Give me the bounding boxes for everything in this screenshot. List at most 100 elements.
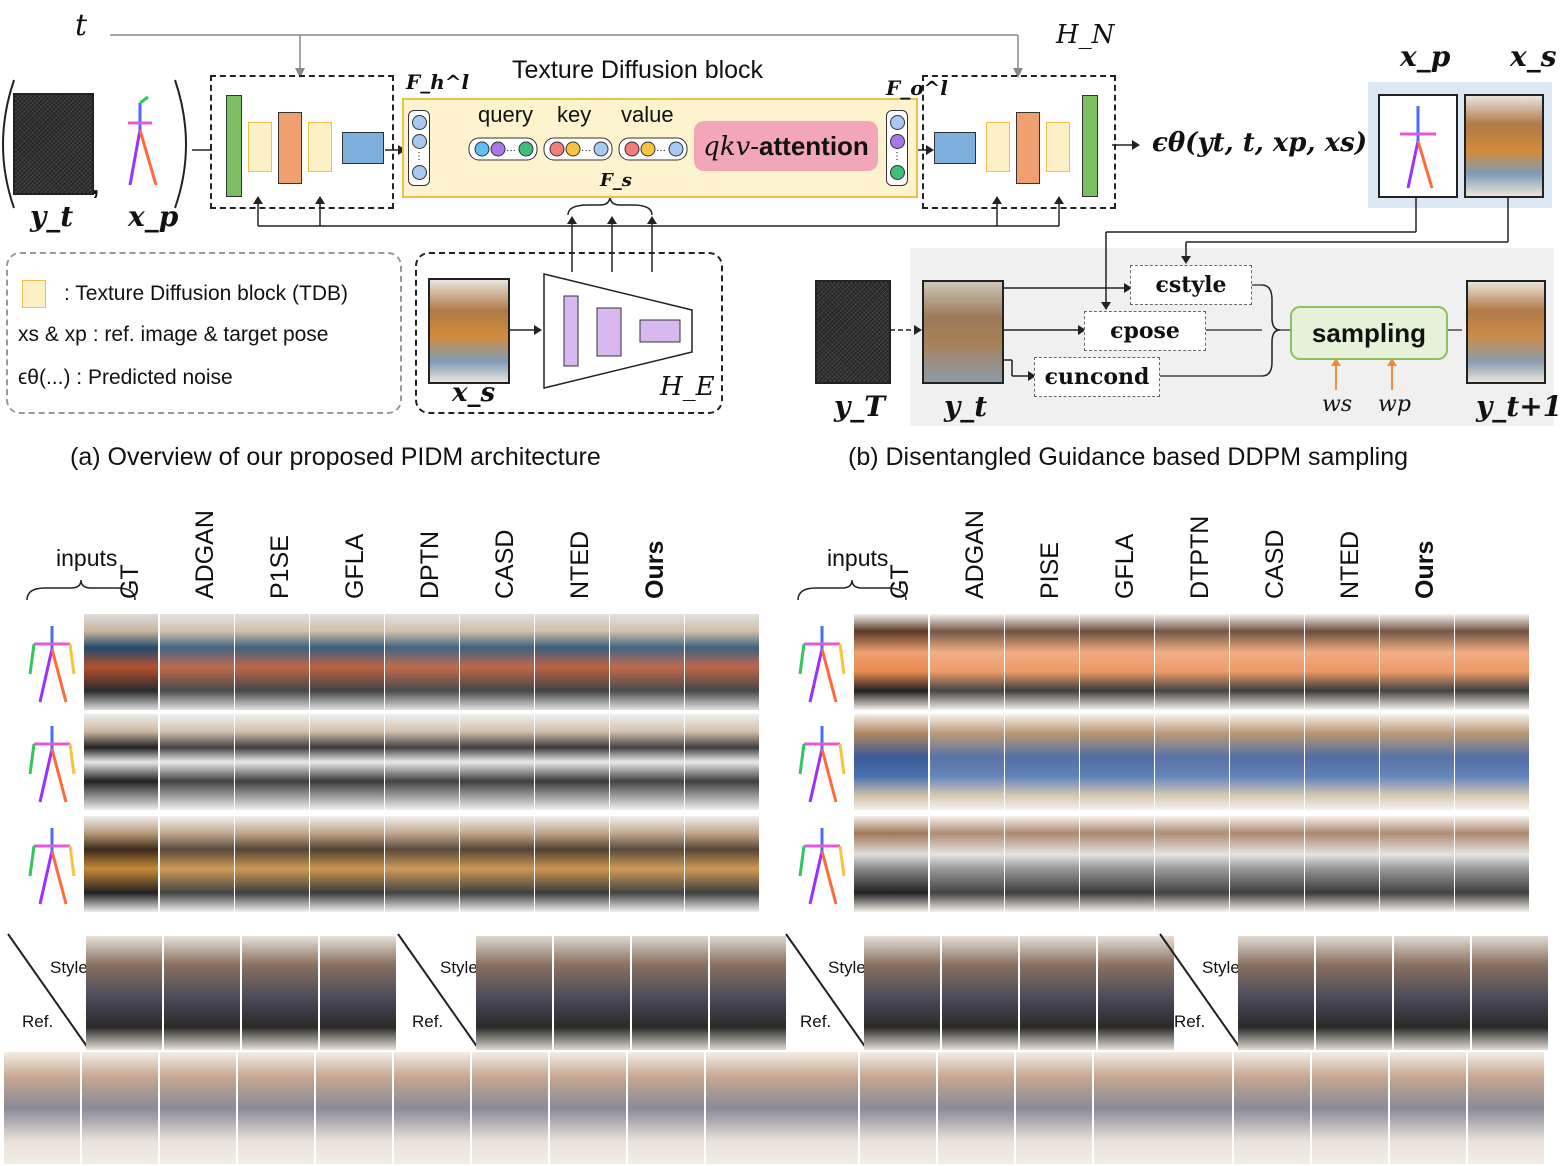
result-image-casd [1305, 614, 1379, 710]
style-label: Style [50, 958, 88, 977]
result-image-casd [535, 614, 609, 710]
column-header-ours: Ours [1411, 540, 1439, 599]
transfer-result-image [1156, 1052, 1232, 1164]
result-image-casd [1305, 816, 1379, 912]
result-image-gfla [1155, 614, 1229, 710]
result-image-ours [685, 614, 759, 710]
style-ref-corner: Style Ref. [1156, 932, 1242, 1050]
qkv-token-rows: ··· ··· ··· [468, 137, 688, 161]
result-image-dptn [460, 816, 534, 912]
tdb-bar-4 [1046, 122, 1070, 172]
column-header-adgan: ADGAN [191, 510, 219, 599]
svg-text:···: ··· [656, 145, 666, 156]
blue-bar-right [934, 132, 976, 164]
result-image-dptn [460, 614, 534, 710]
style-image [942, 936, 1018, 1050]
he-label: H_E [660, 372, 715, 402]
transfer-result-image [1234, 1052, 1310, 1164]
ws-label: ws [1322, 392, 1353, 417]
key-label: key [557, 102, 592, 127]
style-image [86, 936, 162, 1050]
result-image-gt [930, 714, 1004, 810]
query-label: query [478, 102, 534, 127]
style-image [1464, 94, 1544, 198]
blue-bar [342, 132, 384, 164]
fh-label: F_h^l [406, 70, 470, 94]
result-image-gfla [385, 816, 459, 912]
eps-pose-box: ϵpose [1084, 311, 1206, 351]
xp-label-b: x_p [1400, 40, 1451, 73]
result-image-ours [1455, 714, 1529, 810]
result-image-casd [535, 816, 609, 912]
orange-bar-right [1016, 112, 1040, 184]
ref-label: Ref. [22, 1012, 54, 1031]
yt-label: y_t [30, 200, 74, 233]
source-image-xs [428, 278, 510, 384]
result-image-casd [1305, 714, 1379, 810]
unet-encoder-block [210, 75, 394, 209]
noisy-image-yt [922, 280, 1004, 384]
transfer-result-image [394, 1052, 470, 1164]
caption-a: (a) Overview of our proposed PIDM archit… [70, 443, 601, 471]
pose-input [792, 614, 852, 710]
transfer-result-image [1016, 1052, 1092, 1164]
transfer-result-image [316, 1052, 392, 1164]
style-image [1238, 936, 1314, 1050]
transfer-result-image [1312, 1052, 1388, 1164]
result-image-nted [610, 714, 684, 810]
style-image [710, 936, 786, 1050]
caption-b: (b) Disentangled Guidance based DDPM sam… [848, 443, 1409, 471]
transfer-result-image [472, 1052, 548, 1164]
tdb-bar-3 [986, 122, 1010, 172]
wp-label: wp [1378, 392, 1411, 417]
ref-label: Ref. [1174, 1012, 1206, 1031]
transfer-result-image [4, 1052, 80, 1164]
output-image-yt1 [1466, 280, 1546, 384]
result-image-nted [610, 614, 684, 710]
style-image [476, 936, 552, 1050]
style-image [242, 936, 318, 1050]
xs-label-encoder: x_s [452, 378, 496, 408]
transfer-result-image [82, 1052, 158, 1164]
legend-box [6, 252, 402, 414]
column-header-gfla: GFLA [341, 533, 369, 599]
result-image-dtptn [1230, 816, 1304, 912]
transfer-result-image [860, 1052, 936, 1164]
transfer-result-image [938, 1052, 1014, 1164]
transfer-result-image [160, 1052, 236, 1164]
comma: , [92, 170, 100, 200]
result-image-gt [160, 714, 234, 810]
ref-label: Ref. [412, 1012, 444, 1031]
transfer-result-image [782, 1052, 858, 1164]
style-label: Style [828, 958, 866, 977]
yt-label-b: y_t [944, 390, 988, 423]
source-image [854, 714, 928, 810]
column-header-dptn: DPTN [416, 530, 444, 599]
style-image [320, 936, 396, 1050]
column-header-nted: NTED [1336, 530, 1364, 599]
result-image-gfla [1155, 816, 1229, 912]
orange-bar [278, 112, 302, 184]
style-ref-corner: Style Ref. [4, 932, 90, 1050]
result-image-ours [1455, 816, 1529, 912]
style-image [164, 936, 240, 1050]
tdb-title: Texture Diffusion block [512, 56, 764, 84]
source-image [84, 714, 158, 810]
style-image [1098, 936, 1174, 1050]
style-label: Style [1202, 958, 1240, 977]
legend-noise: ϵθ(...) : Predicted noise [18, 366, 233, 389]
hn-label: H_N [1056, 20, 1115, 50]
result-image-gt [930, 614, 1004, 710]
result-image-dtptn [1230, 714, 1304, 810]
fh-token-column: ⋮ [408, 110, 430, 186]
sampling-box: sampling [1290, 306, 1448, 360]
column-header-gfla: GFLA [1111, 533, 1139, 599]
result-image-gt [160, 614, 234, 710]
result-image-adgan [1005, 614, 1079, 710]
result-image-nted [1380, 816, 1454, 912]
eps-uncond-box: ϵuncond [1034, 357, 1160, 397]
result-image-nted [610, 816, 684, 912]
result-image-adgan [1005, 816, 1079, 912]
sampling-arrows [890, 196, 1509, 390]
t-label: t [75, 8, 88, 43]
